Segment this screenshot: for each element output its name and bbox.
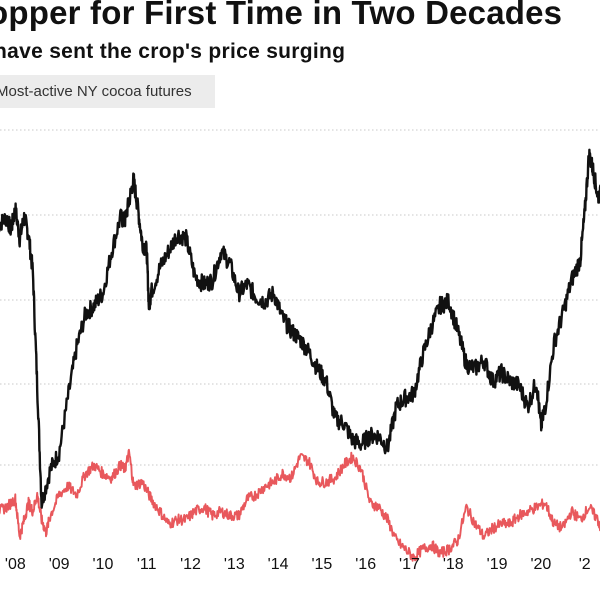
x-tick-label: '08 — [5, 556, 26, 573]
legend-label-cocoa: Most-active NY cocoa futures — [0, 83, 192, 100]
series-line-secondary — [0, 448, 600, 562]
chart-subtitle: have sent the crop's price surging — [0, 40, 346, 63]
legend: Most-active NY cocoa futures — [0, 75, 215, 108]
x-tick-label: '14 — [268, 556, 289, 573]
x-tick-label: '2 — [579, 556, 591, 573]
x-tick-label: '11 — [137, 556, 157, 573]
x-tick-label: '18 — [443, 556, 464, 573]
x-tick-label: '17 — [399, 556, 420, 573]
gridlines — [0, 129, 600, 466]
x-tick-label: '16 — [355, 556, 376, 573]
x-tick-label: '19 — [487, 556, 508, 573]
x-tick-label: '13 — [224, 556, 245, 573]
x-tick-label: '12 — [180, 556, 201, 573]
x-axis-tick-labels: '08 '09 '10 '11 '12 '13 '14 '15 '16 '17 '18 '19 '20 '… — [5, 556, 591, 573]
series-line-cocoa-futures — [0, 148, 600, 509]
chart-title: opper for First Time in Two Decades — [0, 0, 563, 31]
x-tick-label: '15 — [311, 556, 332, 573]
x-tick-label: '10 — [92, 556, 113, 573]
x-tick-label: '20 — [530, 556, 551, 573]
x-tick-label: '09 — [49, 556, 70, 573]
series-lines — [0, 148, 600, 562]
